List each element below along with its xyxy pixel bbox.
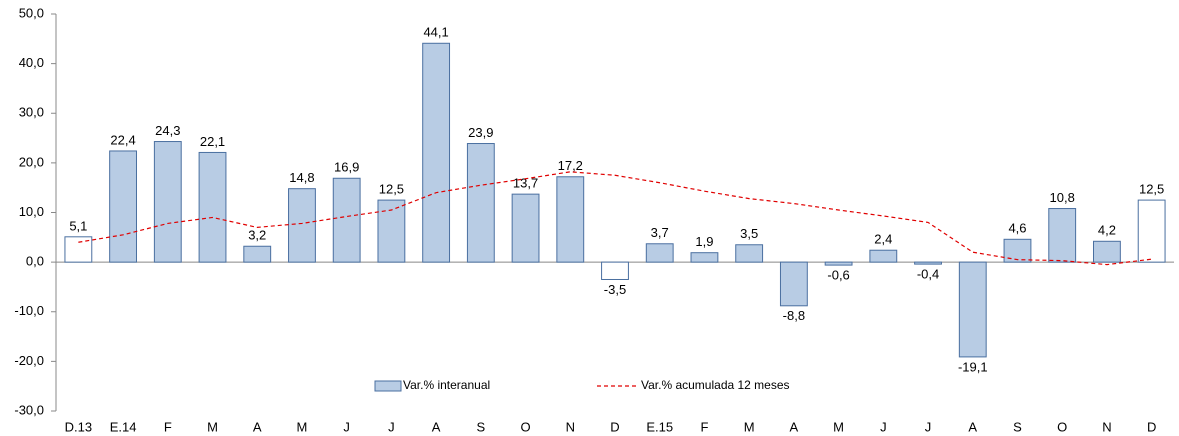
legend-label: Var.% acumulada 12 meses: [641, 378, 790, 392]
data-label: 10,8: [1050, 190, 1075, 205]
data-label: 23,9: [468, 125, 493, 140]
bar: [1137, 199, 1166, 263]
data-label: 17,2: [558, 158, 583, 173]
x-tick-label: J: [880, 419, 887, 434]
x-tick-label: J: [343, 419, 350, 434]
bar: [779, 261, 808, 307]
x-tick-label: S: [1013, 419, 1022, 434]
bar: [869, 249, 898, 263]
bar: [556, 176, 585, 263]
data-label: 1,9: [695, 234, 713, 249]
x-tick-label: N: [1102, 419, 1111, 434]
data-label: 44,1: [423, 25, 448, 40]
data-label: 24,3: [155, 123, 180, 138]
data-label: 16,9: [334, 160, 359, 175]
bar: [958, 261, 987, 358]
bar: [690, 252, 719, 263]
y-tick-label: -10,0: [14, 303, 44, 318]
x-tick-label: J: [388, 419, 395, 434]
data-label: -19,1: [958, 359, 988, 374]
bar: [735, 244, 764, 263]
y-tick-label: 40,0: [19, 55, 44, 70]
data-label: 5,1: [69, 218, 87, 233]
x-tick-label: A: [790, 419, 799, 434]
line: [78, 171, 1152, 266]
x-tick-label: D: [610, 419, 619, 434]
x-tick-label: N: [566, 419, 575, 434]
data-label: 12,5: [379, 182, 404, 197]
x-tick-label: S: [477, 419, 486, 434]
x-tick-label: O: [520, 419, 530, 434]
x-tick-label: E.14: [110, 419, 137, 434]
bar: [914, 261, 942, 265]
data-label: -0,4: [917, 267, 939, 282]
y-tick-label: -30,0: [14, 402, 44, 417]
legend-swatch: [374, 380, 402, 392]
bar: [1048, 208, 1077, 263]
x-tick-label: D.13: [65, 419, 92, 434]
bar: [422, 42, 451, 263]
x-tick-label: O: [1057, 419, 1067, 434]
data-label: 22,1: [200, 134, 225, 149]
data-label: -0,6: [827, 268, 849, 283]
data-label: 2,4: [874, 232, 892, 247]
data-label: -3,5: [604, 282, 626, 297]
data-label: 3,2: [248, 228, 266, 243]
y-tick-label: 20,0: [19, 154, 44, 169]
data-label: 14,8: [289, 170, 314, 185]
x-tick-label: F: [700, 419, 708, 434]
x-tick-label: E.15: [646, 419, 673, 434]
bar: [332, 177, 361, 263]
x-tick-label: A: [253, 419, 262, 434]
bar: [511, 193, 540, 263]
bar: [645, 243, 674, 263]
data-label: 3,7: [651, 225, 669, 240]
x-tick-label: J: [925, 419, 932, 434]
bar: [466, 143, 495, 263]
x-tick-label: F: [164, 419, 172, 434]
y-tick-label: 50,0: [19, 5, 44, 20]
x-tick-label: M: [744, 419, 755, 434]
legend-label: Var.% interanual: [403, 378, 490, 392]
bar: [243, 245, 272, 263]
data-label: 22,4: [110, 132, 135, 147]
x-tick-label: A: [968, 419, 977, 434]
bar: [601, 261, 629, 280]
data-label: 3,5: [740, 226, 758, 241]
x-tick-label: D: [1147, 419, 1156, 434]
data-label: 4,2: [1098, 223, 1116, 238]
bar: [1003, 238, 1032, 263]
x-tick-label: M: [833, 419, 844, 434]
x-tick-label: M: [297, 419, 308, 434]
bar: [109, 150, 137, 263]
y-tick-label: 10,0: [19, 204, 44, 219]
x-tick-label: A: [432, 419, 441, 434]
bar: [288, 188, 316, 263]
data-label: 4,6: [1008, 221, 1026, 236]
bar: [153, 141, 182, 263]
bar: [1093, 240, 1121, 263]
y-tick-label: -20,0: [14, 353, 44, 368]
bar: [198, 151, 227, 263]
data-label: 12,5: [1139, 182, 1164, 197]
y-tick-label: 30,0: [19, 105, 44, 120]
bar: [824, 261, 853, 266]
x-tick-label: M: [207, 419, 218, 434]
data-label: -8,8: [783, 308, 805, 323]
y-tick-label: 0,0: [26, 254, 44, 269]
